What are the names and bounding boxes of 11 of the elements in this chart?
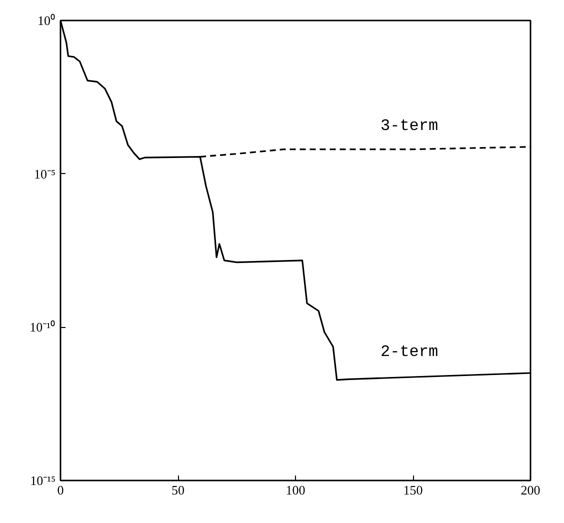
- x-tick-label: 200: [520, 482, 540, 498]
- y-tick-label: 10⁻¹⁵: [30, 473, 56, 488]
- x-tick-label: 0: [57, 482, 64, 498]
- x-tick-label: 150: [403, 482, 423, 498]
- y-tick-label: 10⁻¹⁰: [30, 320, 56, 335]
- y-tick-label: 10⁻⁵: [34, 166, 56, 182]
- x-tick-label: 100: [286, 482, 306, 498]
- x-tick-label: 50: [172, 482, 184, 498]
- series-label: 3-term: [380, 116, 438, 135]
- series-label: 2-term: [380, 343, 438, 362]
- y-tick-label: 10⁰: [38, 13, 56, 28]
